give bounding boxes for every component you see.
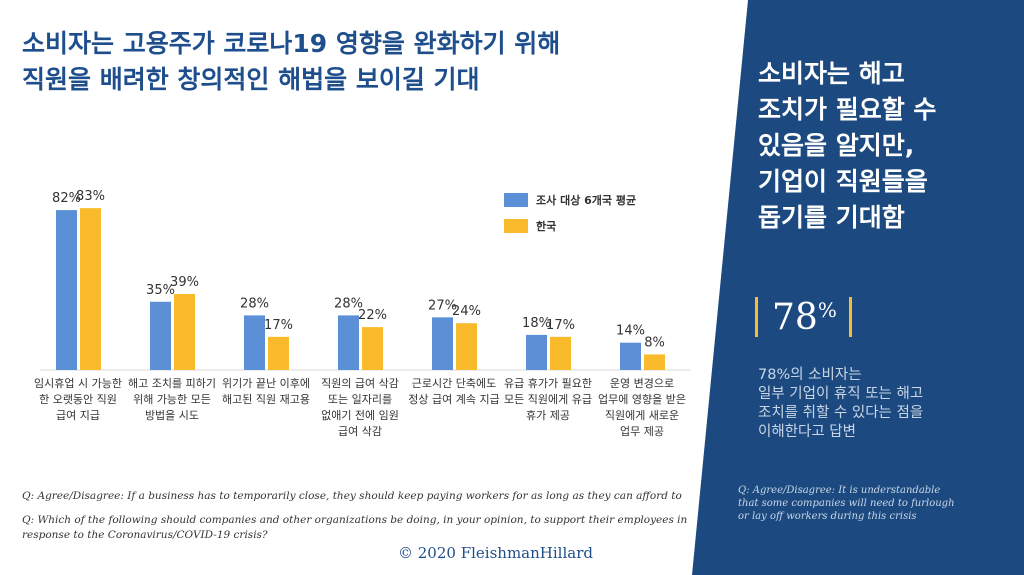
- data-label-korea-2: 17%: [264, 318, 293, 333]
- legend-label-avg: 조사 대상 6개국 평균: [536, 194, 637, 207]
- legend-swatch-avg: [504, 193, 528, 207]
- panel-heading-line-4: 기업이 직원들을: [758, 167, 928, 196]
- legend-label-korea: 한국: [536, 220, 557, 233]
- panel-heading: 소비자는 해고 조치가 필요할 수 있음을 알지만, 기업이 직원들을 돕기를 …: [758, 56, 1008, 236]
- category-label-1-line-2: 방법을 시도: [144, 409, 200, 422]
- category-label-0-line-1: 한 오랫동안 직원: [39, 393, 117, 406]
- stat-unit: %: [817, 297, 837, 322]
- bar-korea-1: [174, 293, 195, 370]
- panel-body-line-1: 78%의 소비자는: [758, 367, 862, 383]
- panel-footnote-line-2: that some companies will need to furloug…: [738, 498, 955, 509]
- category-label-5-line-0: 유급 휴가가 필요한: [504, 377, 592, 390]
- category-label-5-line-2: 휴가 제공: [526, 409, 570, 422]
- panel-body-line-3: 조치를 취할 수 있다는 점을: [758, 405, 924, 421]
- page-title: 소비자는 고용주가 코로나19 영향을 완화하기 위해 직원을 배려한 창의적인…: [22, 26, 702, 98]
- data-label-avg-1: 35%: [146, 283, 175, 298]
- bar-avg-6: [620, 342, 641, 370]
- copyright: © 2020 FleishmanHillard: [398, 544, 593, 562]
- data-label-korea-1: 39%: [170, 275, 199, 290]
- category-label-6-line-3: 업무 제공: [620, 425, 664, 438]
- footnote-1: Q: Agree/Disagree: If a business has to …: [22, 490, 682, 502]
- bar-korea-6: [644, 354, 665, 370]
- title-line-1: 소비자는 고용주가 코로나19 영향을 완화하기 위해: [22, 29, 561, 58]
- panel-body-line-4: 이해한다고 답변: [758, 424, 856, 440]
- category-label-1-line-0: 해고 조치를 피하기: [128, 377, 216, 390]
- category-label-3-line-2: 없애기 전에 임원: [321, 409, 399, 422]
- category-label-4-line-1: 정상 급여 계속 지급: [408, 393, 500, 406]
- data-label-avg-6: 14%: [616, 324, 645, 339]
- data-label-avg-0: 82%: [52, 191, 81, 206]
- category-label-3-line-3: 급여 삭감: [338, 425, 382, 438]
- panel-footnote-line-1: Q: Agree/Disagree: It is understandable: [738, 485, 941, 496]
- data-label-korea-3: 22%: [358, 308, 387, 323]
- category-label-0-line-2: 급여 지급: [56, 409, 100, 422]
- data-label-korea-5: 17%: [546, 318, 575, 333]
- bar-korea-0: [80, 208, 101, 370]
- category-label-3-line-1: 또는 일자리를: [327, 393, 393, 406]
- panel-footnote: Q: Agree/Disagree: It is understandable …: [738, 484, 1008, 523]
- category-label-6-line-0: 운영 변경으로: [609, 377, 675, 390]
- bar-korea-2: [268, 336, 289, 370]
- bar-korea-4: [456, 323, 477, 370]
- bar-avg-3: [338, 315, 359, 370]
- big-stat: 78%: [755, 292, 852, 342]
- legend-item-korea: 한국: [504, 213, 636, 239]
- footnote-2: Q: Which of the following should compani…: [22, 514, 688, 541]
- data-label-avg-4: 27%: [428, 298, 457, 313]
- category-label-2-line-0: 위기가 끝난 이후에: [222, 377, 310, 390]
- chart-legend: 조사 대상 6개국 평균 한국: [504, 187, 636, 239]
- bar-avg-5: [526, 334, 547, 370]
- bar-avg-2: [244, 315, 265, 370]
- panel-heading-line-3: 있음을 알지만,: [758, 131, 915, 160]
- panel-footnote-line-3: or lay off workers during this crisis: [738, 511, 917, 522]
- data-label-avg-2: 28%: [240, 296, 269, 311]
- category-label-1-line-1: 위해 가능한 모든: [133, 393, 211, 406]
- stat-value: 78%: [772, 297, 837, 338]
- stat-bracket-left: [755, 297, 758, 337]
- data-label-avg-5: 18%: [522, 316, 551, 331]
- category-label-2-line-1: 해고된 직원 재고용: [222, 393, 310, 406]
- category-label-6-line-1: 업무에 영향을 받은: [598, 393, 686, 406]
- data-label-korea-0: 83%: [76, 189, 105, 204]
- panel-body-line-2: 일부 기업이 휴직 또는 해고: [758, 386, 924, 402]
- data-label-korea-4: 24%: [452, 304, 481, 319]
- category-label-3-line-0: 직원의 급여 삭감: [321, 377, 399, 390]
- panel-heading-line-1: 소비자는 해고: [758, 59, 905, 88]
- stat-number: 78: [772, 296, 818, 338]
- bar-avg-0: [56, 210, 77, 370]
- data-label-korea-6: 8%: [644, 335, 665, 350]
- panel-body: 78%의 소비자는 일부 기업이 휴직 또는 해고 조치를 취할 수 있다는 점…: [758, 366, 1008, 442]
- panel-heading-line-5: 돕기를 기대함: [758, 203, 905, 232]
- category-label-4-line-0: 근로시간 단축에도: [411, 377, 497, 390]
- title-line-2: 직원을 배려한 창의적인 해법을 보이길 기대: [22, 65, 480, 94]
- data-label-avg-3: 28%: [334, 296, 363, 311]
- legend-swatch-korea: [504, 219, 528, 233]
- bar-chart: 82% 35% 28% 28% 27% 18% 14% 83% 39% 17% 22% 24% 17% 8…: [40, 189, 690, 371]
- bar-korea-5: [550, 336, 571, 370]
- legend-item-avg: 조사 대상 6개국 평균: [504, 187, 636, 213]
- category-label-0-line-0: 임시휴업 시 가능한: [34, 377, 122, 390]
- category-label-5-line-1: 모든 직원에게 유급: [504, 393, 592, 406]
- category-label-6-line-2: 직원에게 새로운: [604, 409, 680, 422]
- bar-korea-3: [362, 327, 383, 370]
- panel-heading-line-2: 조치가 필요할 수: [758, 95, 937, 124]
- stat-bracket-right: [848, 297, 852, 337]
- bar-avg-1: [150, 301, 171, 370]
- bar-avg-4: [432, 317, 453, 370]
